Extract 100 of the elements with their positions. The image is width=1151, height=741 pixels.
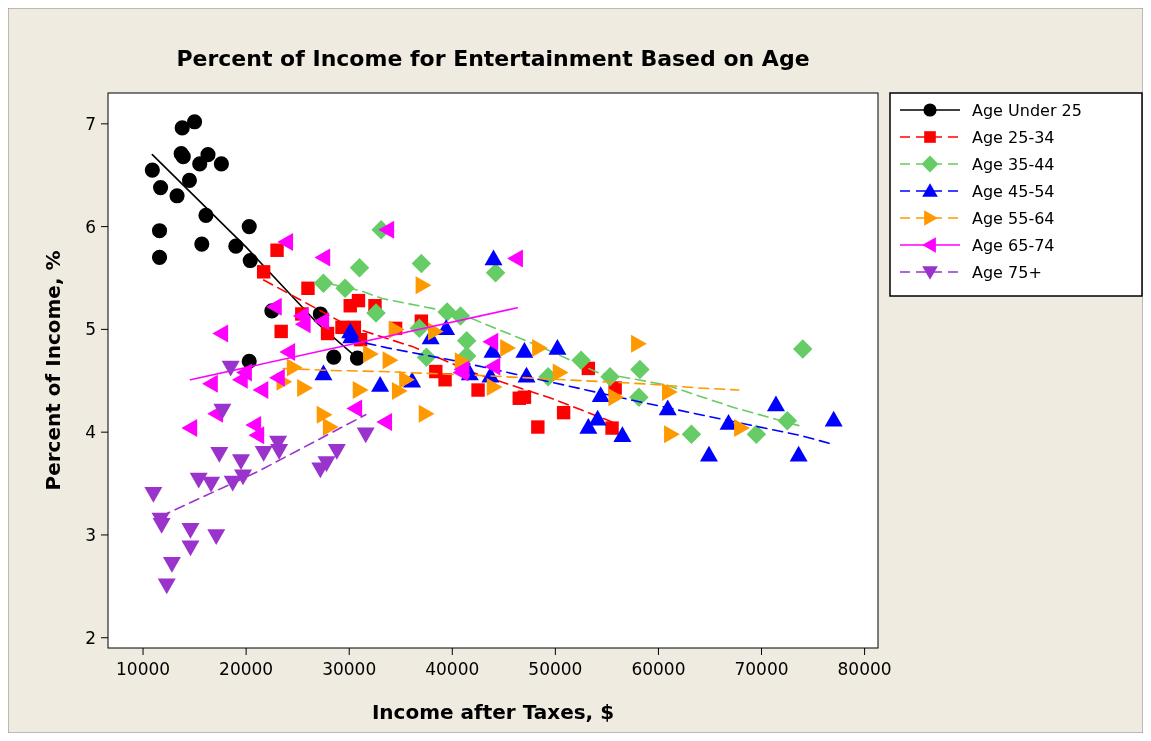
- point: [269, 368, 285, 387]
- point: [484, 357, 501, 376]
- point: [556, 405, 571, 420]
- point: [681, 424, 702, 444]
- point: [213, 403, 232, 420]
- point: [248, 426, 265, 445]
- point: [194, 236, 210, 252]
- x-tick-label: 40000: [425, 659, 480, 679]
- point: [349, 257, 370, 278]
- point: [277, 233, 294, 252]
- point: [317, 456, 336, 472]
- point: [416, 347, 437, 367]
- point: [517, 390, 532, 404]
- point: [151, 223, 168, 239]
- y-tick-label: 3: [85, 524, 96, 545]
- point: [270, 443, 289, 460]
- point: [212, 324, 229, 343]
- point: [531, 420, 545, 434]
- point: [824, 410, 843, 427]
- point: [532, 338, 548, 357]
- point: [234, 469, 253, 486]
- legend-label: Age 25-34: [972, 127, 1055, 147]
- point: [242, 252, 258, 269]
- point: [152, 517, 171, 534]
- point: [265, 297, 282, 316]
- point: [486, 377, 503, 396]
- point: [294, 315, 311, 334]
- point: [221, 360, 240, 377]
- point: [418, 404, 435, 423]
- x-tick-label: 50000: [528, 659, 583, 679]
- point: [169, 188, 185, 204]
- point: [210, 447, 229, 463]
- point: [631, 334, 647, 353]
- point: [471, 383, 485, 397]
- point: [314, 248, 331, 267]
- point: [157, 578, 176, 595]
- point: [162, 556, 181, 573]
- point: [301, 281, 315, 295]
- point: [630, 359, 650, 380]
- x-tick-label: 20000: [219, 659, 274, 679]
- point: [777, 411, 798, 431]
- point: [270, 243, 284, 257]
- point: [500, 338, 516, 357]
- point: [313, 273, 334, 293]
- y-tick-label: 7: [85, 113, 96, 134]
- chart-title: Percent of Income for Entertainment Based on Age: [176, 46, 810, 71]
- x-tick-label: 60000: [631, 659, 686, 679]
- point: [766, 395, 785, 412]
- point: [378, 220, 395, 239]
- point: [789, 445, 808, 462]
- point: [411, 253, 432, 274]
- point: [313, 312, 330, 331]
- point: [391, 382, 408, 401]
- point: [376, 412, 393, 431]
- point: [252, 381, 269, 400]
- legend-label: Age 35-44: [972, 154, 1055, 174]
- legend-label: Age Under 25: [972, 100, 1082, 120]
- y-axis-title: Percent of Income, %: [41, 250, 65, 491]
- point: [629, 387, 649, 407]
- point: [254, 445, 273, 462]
- point: [322, 418, 339, 437]
- point: [588, 409, 607, 426]
- point: [192, 156, 208, 172]
- point: [346, 399, 363, 418]
- legend-label: Age 65-74: [972, 235, 1055, 255]
- point: [363, 345, 379, 364]
- point: [181, 419, 198, 438]
- point: [746, 424, 767, 444]
- point: [256, 265, 271, 279]
- point: [181, 540, 200, 557]
- point: [153, 180, 169, 196]
- point: [793, 339, 813, 359]
- legend-label: Age 55-64: [972, 208, 1055, 228]
- point: [202, 374, 218, 393]
- point: [297, 378, 313, 397]
- x-tick-label: 30000: [322, 659, 377, 679]
- point: [664, 425, 680, 444]
- legend-label: Age 45-54: [972, 181, 1055, 201]
- point: [382, 351, 399, 370]
- point: [399, 370, 415, 389]
- point: [202, 476, 221, 493]
- legend-label: Age 75+: [972, 262, 1042, 282]
- point: [484, 249, 503, 266]
- x-tick-label: 10000: [116, 659, 171, 679]
- point: [608, 388, 625, 407]
- point: [174, 120, 190, 136]
- point: [144, 487, 163, 503]
- point: [428, 322, 444, 341]
- point: [456, 330, 477, 351]
- point: [351, 293, 366, 308]
- point: [605, 421, 619, 435]
- point: [352, 381, 369, 400]
- point: [326, 349, 342, 365]
- point: [279, 343, 296, 361]
- point: [699, 445, 718, 462]
- x-axis-title: Income after Taxes, $: [371, 700, 615, 724]
- point: [734, 419, 750, 438]
- point: [231, 454, 250, 470]
- point: [274, 324, 288, 339]
- point: [415, 276, 432, 295]
